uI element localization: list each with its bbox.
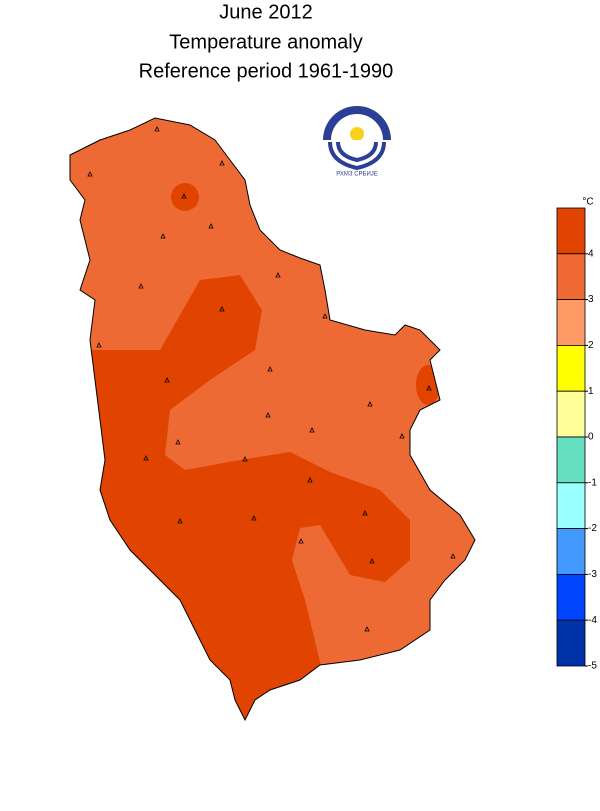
legend-class xyxy=(556,390,586,438)
legend: °C 4 3 2 1 0 -1 -2 -3 -4 -5 xyxy=(556,197,597,672)
legend-class xyxy=(556,253,586,301)
legend-tick-label: -1 xyxy=(588,477,597,488)
legend-class xyxy=(556,207,586,255)
legend-tick-label: 4 xyxy=(588,248,594,259)
legend-tick-label: 2 xyxy=(588,340,594,351)
title-line: Reference period 1961-1990 xyxy=(139,60,394,82)
legend-class xyxy=(556,574,586,621)
legend-tick-label: 0 xyxy=(588,432,594,443)
border xyxy=(69,117,476,722)
legend-class xyxy=(556,299,586,346)
legend-class xyxy=(556,482,586,529)
legend-class xyxy=(556,344,586,392)
legend-class xyxy=(556,436,586,484)
anomaly-map xyxy=(70,118,475,720)
legend-class xyxy=(556,619,586,667)
title-line: Temperature anomaly xyxy=(169,31,362,53)
stations xyxy=(87,126,456,632)
legend-tick-label: 3 xyxy=(588,294,594,305)
logo-text: РХМЗ СРБИЈЕ xyxy=(336,172,378,178)
title-line: June 2012 xyxy=(219,1,312,23)
legend-tick-label: -5 xyxy=(588,661,597,672)
logo: РХМЗ СРБИЈЕ xyxy=(320,106,394,178)
legend-unit: °C xyxy=(582,197,593,208)
legend-tick-label: -3 xyxy=(588,569,597,580)
legend-class xyxy=(556,528,586,575)
legend-tick-label: -4 xyxy=(588,615,597,626)
legend-tick-label: -2 xyxy=(588,523,597,534)
legend-tick-label: 1 xyxy=(588,386,594,397)
